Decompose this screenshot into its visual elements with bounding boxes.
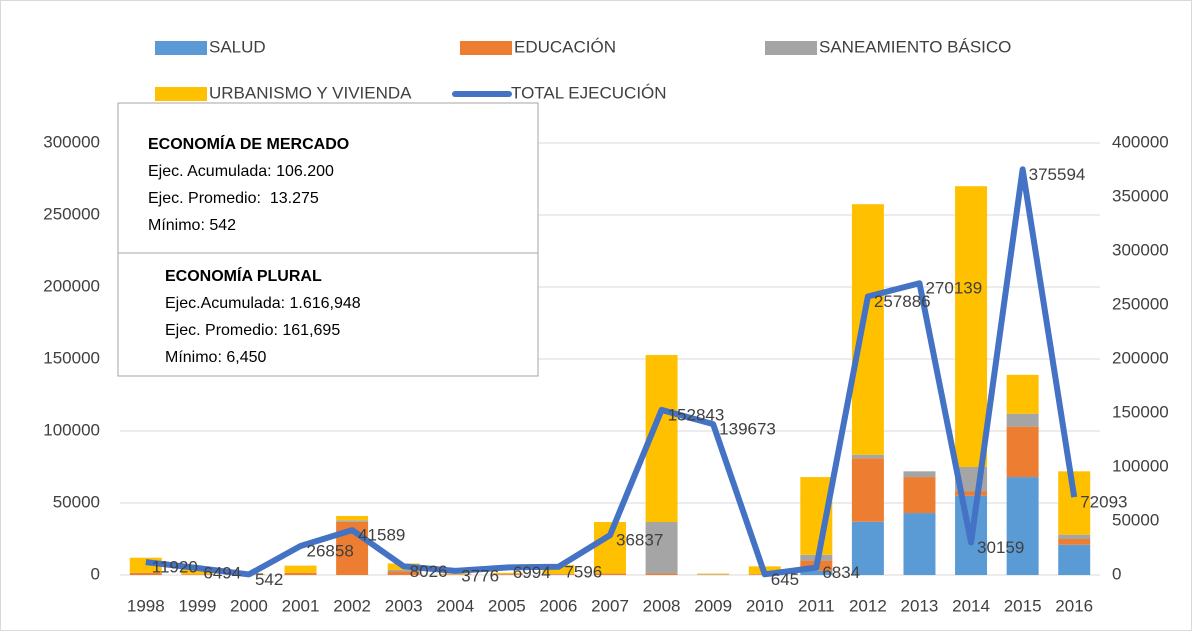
data-label: 645: [771, 570, 799, 589]
bar: [1007, 375, 1039, 414]
data-label: 3776: [461, 566, 499, 585]
data-label: 257886: [874, 292, 931, 311]
bar: [646, 574, 678, 575]
data-label: 152843: [668, 405, 725, 424]
data-label: 72093: [1080, 493, 1127, 512]
bar: [955, 186, 987, 467]
y2-tick-label: 0: [1112, 564, 1121, 583]
x-tick-label: 2007: [591, 596, 629, 615]
bar: [1007, 427, 1039, 477]
y2-tick-label: 250000: [1112, 294, 1169, 313]
data-label: 36837: [616, 531, 663, 550]
x-tick-label: 2011: [798, 596, 835, 615]
annotation-line: Mínimo: 6,450: [165, 349, 266, 366]
annotation-title: ECONOMÍA DE MERCADO: [148, 134, 349, 153]
x-tick-label: 2000: [230, 596, 268, 615]
bar: [1058, 535, 1090, 539]
y-tick-label: 200000: [43, 276, 100, 295]
bar: [1007, 414, 1039, 427]
x-tick-label: 2002: [333, 596, 371, 615]
x-tick-label: 1998: [127, 596, 165, 615]
x-tick-label: 2012: [849, 596, 887, 615]
x-tick-label: 2001: [282, 596, 320, 615]
x-tick-label: 2015: [1004, 596, 1042, 615]
y-tick-label: 50000: [53, 492, 100, 511]
bar: [903, 477, 935, 513]
annotation-title: ECONOMÍA PLURAL: [165, 266, 322, 285]
y2-tick-label: 300000: [1112, 240, 1169, 259]
legend-label: SANEAMIENTO BÁSICO: [819, 37, 1011, 56]
annotation-line: Ejec. Promedio: 13.275: [148, 190, 319, 207]
data-label: 26858: [307, 541, 354, 560]
bar: [285, 573, 317, 575]
annotation-line: Ejec.Acumulada: 1.616,948: [165, 295, 361, 312]
bar: [1058, 545, 1090, 575]
x-tick-label: 2009: [694, 596, 732, 615]
bar: [336, 520, 368, 521]
legend-label: EDUCACIÓN: [514, 37, 616, 56]
x-tick-label: 2013: [901, 596, 939, 615]
y2-tick-label: 150000: [1112, 402, 1169, 421]
y-tick-label: 100000: [43, 420, 100, 439]
x-tick-label: 2016: [1055, 596, 1093, 615]
legend-label: URBANISMO Y VIVIENDA: [209, 83, 412, 102]
bar: [903, 513, 935, 575]
bar: [852, 455, 884, 459]
data-label: 6494: [203, 563, 241, 582]
x-tick-label: 2005: [488, 596, 526, 615]
y2-tick-label: 400000: [1112, 132, 1169, 151]
x-tick-label: 2010: [746, 596, 784, 615]
data-label: 41589: [358, 526, 405, 545]
data-label: 8026: [410, 562, 448, 581]
bar: [336, 516, 368, 520]
y-tick-label: 150000: [43, 348, 100, 367]
bar: [697, 574, 729, 575]
bar: [1058, 539, 1090, 545]
annotation-line: Mínimo: 542: [148, 217, 236, 234]
y-tick-label: 0: [91, 564, 100, 583]
data-label: 542: [255, 570, 283, 589]
data-label: 11920: [152, 558, 198, 577]
x-tick-label: 2014: [952, 596, 990, 615]
x-tick-label: 2008: [643, 596, 681, 615]
y-tick-label: 300000: [43, 132, 100, 151]
x-tick-label: 1999: [178, 596, 216, 615]
data-label: 6834: [822, 563, 860, 582]
y2-tick-label: 200000: [1112, 348, 1169, 367]
legend-swatch: [460, 41, 512, 55]
y-tick-label: 250000: [43, 204, 100, 223]
y2-tick-label: 350000: [1112, 186, 1169, 205]
legend-label: SALUD: [209, 37, 266, 56]
legend-label: TOTAL EJECUCIÓN: [511, 83, 667, 102]
x-tick-label: 2004: [436, 596, 474, 615]
bar: [1007, 477, 1039, 575]
bar: [903, 471, 935, 477]
data-label: 6994: [513, 563, 551, 582]
data-label: 30159: [977, 538, 1024, 557]
data-label: 375594: [1029, 165, 1086, 184]
data-label: 270139: [925, 279, 982, 298]
legend-swatch: [155, 87, 207, 101]
x-tick-label: 2003: [385, 596, 423, 615]
legend-swatch: [155, 41, 207, 55]
y2-tick-label: 50000: [1112, 510, 1159, 529]
bar: [852, 458, 884, 521]
y2-tick-label: 100000: [1112, 456, 1169, 475]
bar: [852, 204, 884, 455]
annotation-line: Ejec. Acumulada: 106.200: [148, 163, 334, 180]
data-label: 7596: [564, 562, 602, 581]
legend-swatch: [765, 41, 817, 55]
x-tick-label: 2006: [540, 596, 578, 615]
bar: [285, 566, 317, 573]
data-label: 139673: [719, 420, 776, 439]
annotation-line: Ejec. Promedio: 161,695: [165, 322, 340, 339]
